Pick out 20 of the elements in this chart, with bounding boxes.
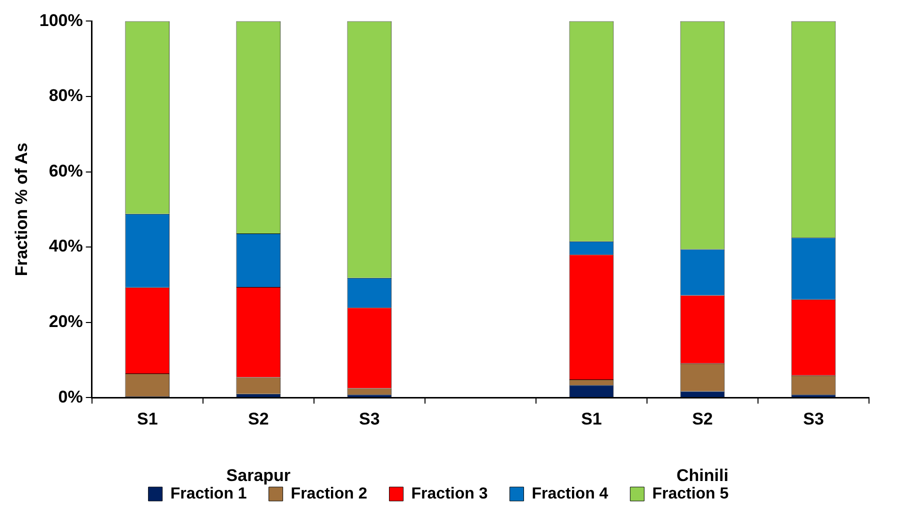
x-tick-label: S3 [803, 409, 824, 428]
legend-label: Fraction 1 [170, 485, 247, 502]
y-tick-label: 40% [48, 236, 83, 256]
legend-label: Fraction 5 [652, 485, 729, 502]
x-tick-label: S3 [359, 409, 380, 428]
y-tick-label: 0% [58, 387, 83, 406]
x-tick-label: S1 [581, 409, 602, 428]
y-tick-label: 80% [48, 86, 83, 106]
x-tick-label: S2 [248, 409, 269, 428]
y-tick-label: 20% [48, 312, 83, 332]
y-tick-label: 100% [39, 10, 83, 30]
legend-label: Fraction 3 [411, 485, 488, 502]
text: Chinili [676, 466, 728, 486]
y-tick-label: 60% [48, 161, 83, 180]
x-tick-label: S1 [136, 409, 158, 428]
text: Sarapur [226, 466, 291, 486]
legend-label: Fraction 4 [532, 485, 608, 502]
x-tick-label: S2 [692, 409, 713, 428]
legend-label: Fraction 2 [290, 485, 368, 502]
y-axis-title: Fraction % of As [12, 142, 31, 276]
